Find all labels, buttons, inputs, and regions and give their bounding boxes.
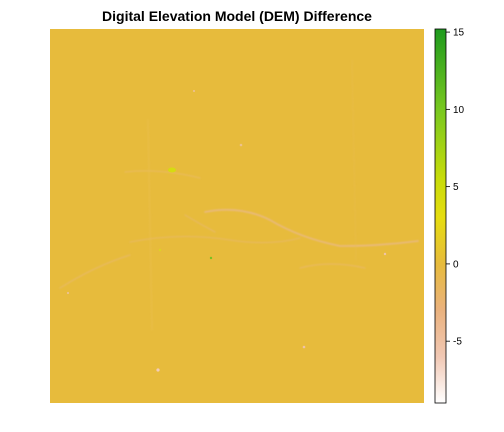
- colorbar-tick-label: 15: [453, 28, 465, 39]
- dem-raster: [50, 29, 424, 403]
- ridge-streak: [299, 263, 366, 269]
- positive-spot: [158, 248, 162, 252]
- negative-spot: [66, 291, 70, 295]
- negative-spot: [239, 143, 243, 147]
- negative-spot: [193, 90, 195, 92]
- colorbar-tick-label: 10: [453, 105, 465, 116]
- colorbar-tick-label: 0: [453, 259, 459, 270]
- colorbar-ticks: 15 10 5 0 -5: [446, 28, 465, 348]
- negative-spot: [156, 368, 160, 372]
- colorbar-tick-label: -5: [453, 337, 462, 348]
- ridge-streak: [184, 214, 216, 233]
- raster-features: [59, 59, 419, 331]
- positive-spot: [168, 167, 176, 173]
- colorbar: [434, 28, 447, 404]
- ridge-streak: [59, 254, 131, 289]
- vertical-streak: [351, 59, 357, 261]
- ridge-streak: [129, 235, 301, 244]
- chart-title: Digital Elevation Model (DEM) Difference: [102, 8, 372, 24]
- colorbar-tick-label: 5: [453, 182, 459, 193]
- negative-spot: [302, 345, 306, 349]
- negative-spot: [383, 252, 387, 256]
- vertical-streak: [147, 119, 153, 331]
- ridge-streak: [124, 170, 201, 179]
- raster-spots: [66, 90, 387, 372]
- ridge-streak: [204, 208, 419, 247]
- positive-spot: [209, 256, 213, 260]
